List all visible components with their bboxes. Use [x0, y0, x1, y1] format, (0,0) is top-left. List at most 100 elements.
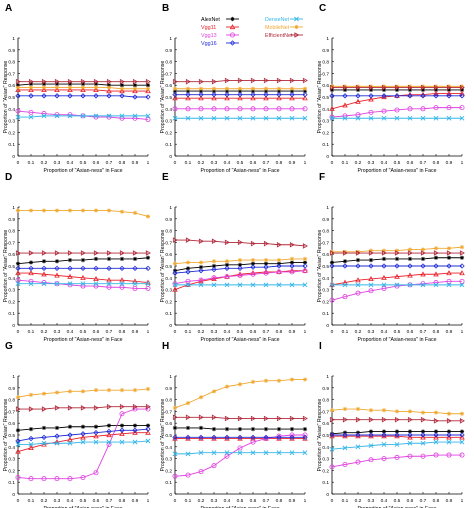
x-tick-label: 0.1	[28, 498, 35, 504]
series-efficientnet	[172, 237, 308, 249]
data-point	[276, 91, 282, 98]
data-point	[106, 439, 112, 445]
data-point	[381, 263, 387, 269]
y-tick-label: 0.1	[165, 480, 172, 486]
data-point	[67, 424, 73, 429]
series-mobilenet	[172, 377, 308, 410]
data-point	[54, 208, 60, 213]
data-point	[93, 86, 99, 92]
x-tick-label: 0.2	[41, 329, 48, 335]
data-point	[54, 425, 60, 431]
data-point	[276, 115, 282, 121]
y-axis-label: Proportion of "Asian" Response	[3, 399, 9, 472]
data-point	[237, 382, 243, 387]
x-tick-label: 0.5	[237, 498, 244, 504]
y-tick-label: 0.7	[322, 240, 329, 246]
data-point	[250, 86, 256, 91]
x-tick-label: 0.4	[67, 160, 74, 166]
data-point	[224, 115, 230, 121]
data-point	[28, 392, 34, 397]
series-line	[175, 80, 305, 83]
series-vgg11	[172, 95, 308, 101]
data-point	[459, 84, 465, 91]
data-point	[302, 89, 308, 94]
x-tick-label: 0	[331, 498, 334, 504]
data-point	[433, 452, 439, 458]
series-densenet	[329, 282, 465, 288]
x-tick-label: 0.6	[250, 160, 257, 166]
legend-marker	[294, 16, 299, 22]
data-point	[381, 115, 387, 121]
data-point	[394, 273, 400, 279]
data-point	[433, 439, 439, 445]
data-point	[237, 434, 243, 441]
legend-item: Vgg11	[201, 24, 239, 31]
data-point	[185, 425, 191, 431]
data-point	[263, 95, 269, 101]
data-point	[67, 93, 73, 99]
data-point	[237, 86, 243, 91]
data-point	[237, 77, 243, 84]
data-point	[185, 434, 191, 441]
data-point	[459, 115, 465, 121]
y-tick-label: 0.2	[322, 130, 329, 136]
data-point	[15, 78, 21, 85]
x-axis-label: Proportion of "Asian-ness" in Face	[358, 506, 437, 508]
data-point	[237, 271, 243, 277]
data-point	[93, 81, 99, 87]
series-vgg11	[15, 86, 151, 94]
x-tick-label: 0.7	[263, 160, 270, 166]
data-point	[263, 427, 269, 432]
series-alexnet	[15, 255, 151, 266]
data-point	[67, 85, 73, 90]
data-point	[459, 250, 465, 256]
y-tick-label: 1	[169, 374, 172, 380]
y-tick-label: 0.1	[322, 142, 329, 148]
x-tick-label: 0.3	[54, 160, 61, 166]
data-point	[132, 439, 138, 445]
data-point	[329, 297, 335, 303]
series-line	[18, 272, 149, 283]
data-point	[132, 88, 138, 94]
data-point	[172, 434, 178, 441]
data-point	[276, 89, 282, 94]
data-point	[394, 93, 400, 99]
data-point	[15, 281, 21, 287]
data-point	[15, 86, 21, 92]
series-line	[331, 280, 462, 301]
y-tick-label: 0	[169, 492, 172, 498]
data-point	[67, 389, 73, 394]
data-point	[211, 115, 217, 121]
series-alexnet	[15, 423, 151, 433]
data-point	[381, 432, 387, 438]
data-point	[446, 432, 452, 438]
x-tick-label: 0.2	[355, 160, 362, 166]
data-point	[185, 260, 191, 265]
data-point	[15, 261, 21, 266]
data-point	[407, 84, 413, 91]
y-tick-label: 0.8	[8, 60, 15, 66]
data-point	[250, 264, 256, 270]
x-tick-label: 0.4	[67, 498, 74, 504]
data-point	[368, 443, 374, 449]
legend-marker	[229, 24, 236, 30]
x-tick-label: 1	[304, 160, 307, 166]
data-point	[446, 452, 452, 458]
y-tick-label: 0.6	[8, 421, 15, 427]
data-point	[302, 263, 308, 269]
data-point	[420, 281, 426, 287]
data-point	[381, 248, 387, 253]
data-point	[407, 429, 413, 434]
y-tick-label: 0.3	[322, 457, 329, 463]
data-point	[28, 265, 34, 272]
data-point	[237, 258, 243, 263]
data-point	[132, 265, 138, 272]
series-vgg16	[15, 426, 151, 444]
x-tick-label: 0.5	[80, 329, 87, 335]
data-point	[250, 270, 256, 276]
data-point	[381, 274, 387, 280]
data-point	[394, 282, 400, 288]
y-tick-label: 0.5	[8, 95, 15, 101]
data-point	[198, 115, 204, 121]
data-point	[276, 241, 282, 248]
